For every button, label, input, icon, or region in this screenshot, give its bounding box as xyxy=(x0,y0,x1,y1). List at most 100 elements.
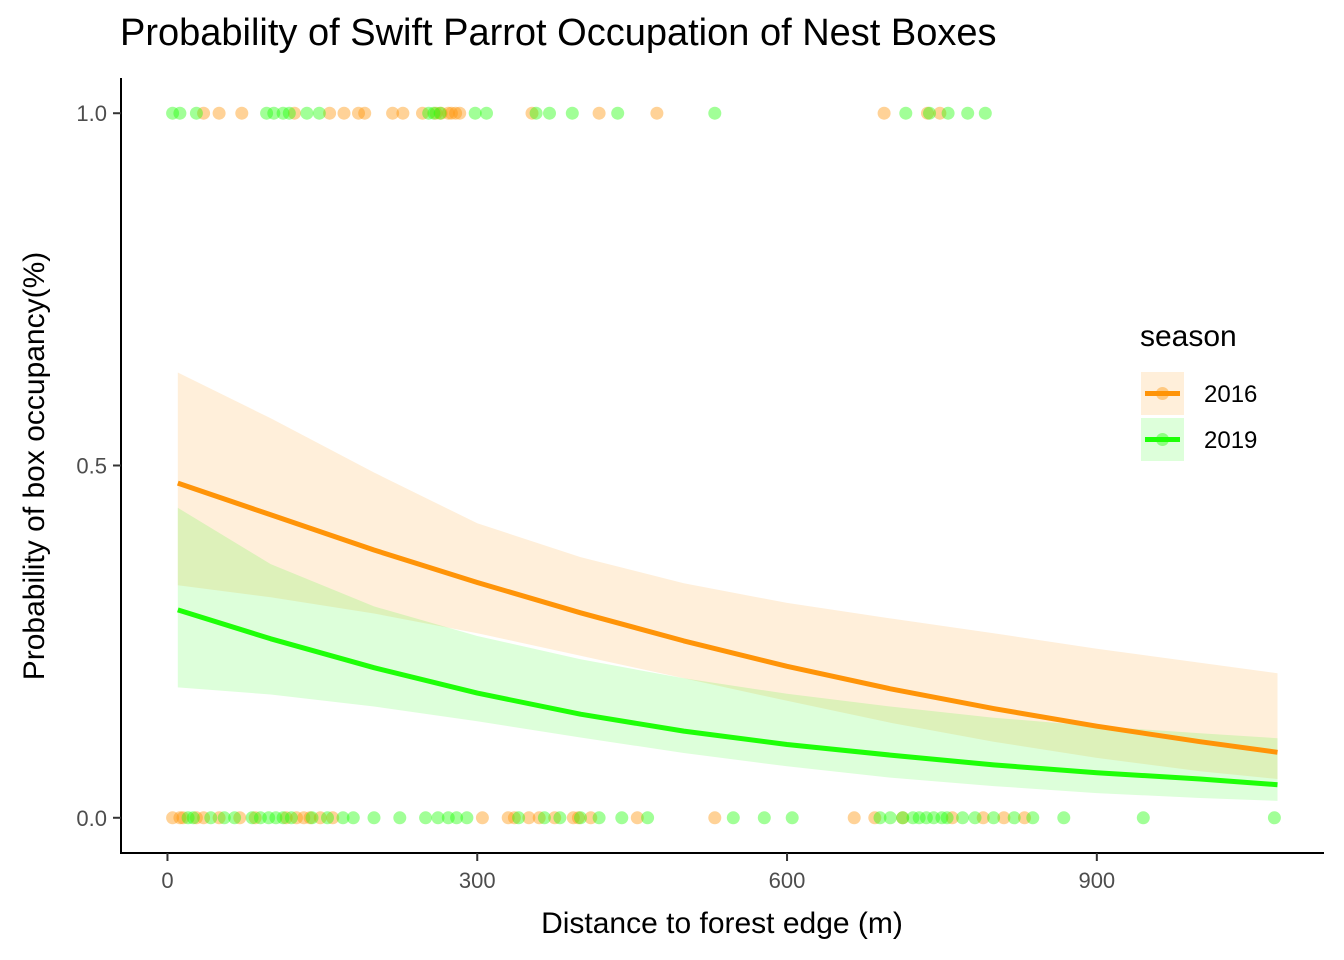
data-point-2019 xyxy=(615,811,629,825)
data-point-2019 xyxy=(217,811,231,825)
data-point-2016 xyxy=(444,106,458,120)
data-point-2016 xyxy=(475,811,489,825)
data-point-2019 xyxy=(312,106,326,120)
data-point-2016 xyxy=(933,106,947,120)
data-point-2016 xyxy=(313,811,327,825)
data-point-2016 xyxy=(288,106,301,120)
data-point-2019 xyxy=(431,811,445,825)
data-point-2019 xyxy=(450,811,464,825)
data-point-2019 xyxy=(708,106,722,120)
data-point-2016 xyxy=(997,811,1011,825)
data-point-2016 xyxy=(176,811,190,825)
data-point-2016 xyxy=(584,811,598,825)
data-point-2016 xyxy=(650,106,664,120)
data-point-2019 xyxy=(912,811,926,825)
data-point-2019 xyxy=(173,106,187,120)
data-point-2016 xyxy=(303,811,317,825)
data-point-2016 xyxy=(921,106,934,120)
data-point-2019 xyxy=(940,811,954,825)
fit-lines xyxy=(176,480,1278,788)
data-point-2019 xyxy=(927,811,941,825)
data-point-2019 xyxy=(1267,811,1281,825)
data-point-2016 xyxy=(522,811,536,825)
legend-key-point xyxy=(1156,387,1169,400)
data-point-2016 xyxy=(429,106,443,120)
data-point-2016 xyxy=(525,106,539,120)
data-point-2019 xyxy=(1026,811,1040,825)
y-tick-label: 0.0 xyxy=(76,806,107,831)
x-tick-label: 900 xyxy=(1078,868,1115,893)
data-point-2019 xyxy=(923,106,936,120)
data-point-2019 xyxy=(537,811,551,825)
data-point-2016 xyxy=(507,811,521,825)
y-tick-label: 1.0 xyxy=(76,101,107,126)
fit-line-2019 xyxy=(177,607,1278,788)
data-point-2016 xyxy=(896,811,910,825)
confidence-band-2019 xyxy=(177,507,1278,801)
data-points xyxy=(166,106,1281,825)
data-point-2019 xyxy=(919,811,933,825)
data-point-2019 xyxy=(204,811,218,825)
data-point-2019 xyxy=(367,811,381,825)
data-point-2019 xyxy=(181,811,195,825)
data-point-2016 xyxy=(248,811,262,825)
data-point-2019 xyxy=(529,106,543,120)
data-point-2016 xyxy=(290,811,303,825)
data-point-2019 xyxy=(284,811,298,825)
data-point-2016 xyxy=(630,811,644,825)
data-point-2019 xyxy=(427,106,441,120)
data-point-2016 xyxy=(352,106,365,120)
data-point-2019 xyxy=(393,811,407,825)
data-point-2016 xyxy=(326,811,340,825)
data-point-2019 xyxy=(641,811,655,825)
data-point-2019 xyxy=(480,106,493,120)
data-point-2019 xyxy=(906,811,920,825)
data-point-2019 xyxy=(896,811,910,825)
data-point-2019 xyxy=(269,811,283,825)
y-tick-label: 0.5 xyxy=(76,454,107,479)
data-point-2019 xyxy=(592,811,606,825)
data-point-2019 xyxy=(186,811,200,825)
data-point-2019 xyxy=(300,106,314,120)
chart-title: Probability of Swift Parrot Occupation o… xyxy=(120,12,997,54)
data-point-2016 xyxy=(1018,811,1031,825)
data-point-2016 xyxy=(212,811,226,825)
data-point-2016 xyxy=(233,811,247,825)
legend-key-point xyxy=(1156,433,1169,446)
data-point-2016 xyxy=(386,106,400,120)
legend-label-2016: 2016 xyxy=(1204,381,1257,408)
data-point-2019 xyxy=(565,106,579,120)
data-point-2019 xyxy=(260,106,274,120)
data-point-2019 xyxy=(336,811,350,825)
axes: 0 300 600 900 0.0 0.5 1.0 xyxy=(76,78,1324,893)
data-point-2019 xyxy=(166,106,180,120)
data-point-2016 xyxy=(592,106,606,120)
x-tick-label: 300 xyxy=(459,868,496,893)
data-point-2016 xyxy=(358,106,372,120)
data-point-2016 xyxy=(532,811,546,825)
data-point-2016 xyxy=(441,106,455,120)
data-point-2016 xyxy=(449,106,463,120)
data-point-2019 xyxy=(1136,811,1150,825)
data-point-2019 xyxy=(228,811,242,825)
data-point-2019 xyxy=(1007,811,1021,825)
data-point-2019 xyxy=(574,811,587,825)
data-point-2019 xyxy=(512,811,526,825)
data-point-2019 xyxy=(276,106,290,120)
data-point-2019 xyxy=(253,811,267,825)
data-point-2019 xyxy=(873,811,887,825)
data-point-2019 xyxy=(321,811,334,825)
data-point-2019 xyxy=(987,811,1001,825)
data-point-2016 xyxy=(166,811,180,825)
data-point-2019 xyxy=(785,811,799,825)
data-point-2019 xyxy=(441,811,455,825)
data-point-2019 xyxy=(433,106,447,120)
x-tick-label: 0 xyxy=(161,868,173,893)
data-point-2019 xyxy=(282,106,296,120)
data-point-2019 xyxy=(543,106,556,120)
data-point-2019 xyxy=(883,811,897,825)
data-point-2019 xyxy=(611,106,625,120)
data-point-2019 xyxy=(245,811,259,825)
data-point-2019 xyxy=(968,811,982,825)
